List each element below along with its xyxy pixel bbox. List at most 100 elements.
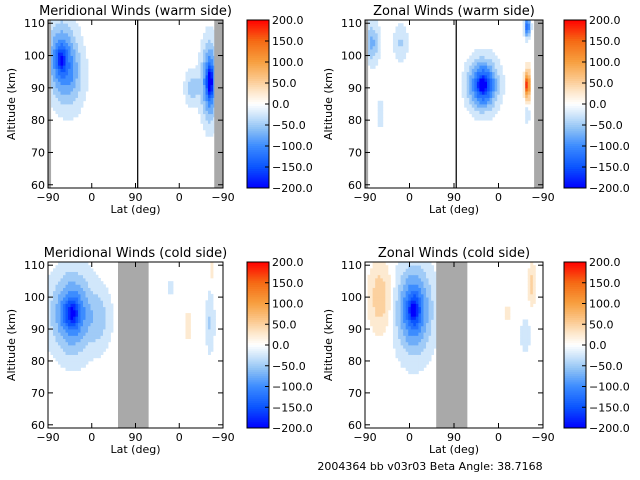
contour-cell — [80, 284, 84, 288]
contour-cell — [410, 287, 414, 292]
contour-cell — [70, 313, 74, 317]
contour-cell — [400, 58, 404, 63]
contour-cell — [400, 341, 404, 346]
contour-cell — [65, 91, 69, 95]
contour-cell — [370, 271, 374, 276]
contour-cell — [60, 335, 64, 340]
contour-cell — [85, 335, 89, 340]
contour-cell — [426, 297, 429, 301]
colorbar-swatch — [564, 322, 586, 325]
contour-cell — [75, 274, 79, 279]
colorbar: 200.0150.0100.050.00.0−50.0−100.0−150.0−… — [246, 14, 313, 195]
contour-cell — [210, 87, 214, 92]
y-tick-label: 70 — [348, 387, 362, 400]
contour-cell — [400, 287, 404, 292]
contour-cell — [93, 297, 96, 301]
contour-cell — [65, 29, 69, 34]
contour-cell — [53, 268, 56, 272]
contour-cell — [398, 23, 401, 27]
contour-cell — [392, 322, 396, 327]
colorbar-swatch — [564, 177, 586, 180]
contour-cell — [426, 319, 429, 324]
contour-cell — [83, 287, 86, 292]
contour-cell — [367, 62, 371, 66]
contour-cell — [382, 290, 386, 295]
contour-cell — [382, 287, 386, 292]
contour-cell — [90, 316, 94, 320]
contour-cell — [479, 49, 483, 53]
contour-cell — [70, 367, 74, 371]
contour-cell — [80, 364, 84, 368]
colorbar-swatch — [247, 345, 269, 348]
contour-cell — [367, 26, 371, 31]
contour-cell — [80, 335, 84, 340]
contour-cell — [426, 313, 429, 317]
contour-cell — [403, 332, 407, 336]
contour-cell — [428, 287, 432, 292]
contour-cell — [65, 87, 69, 92]
contour-cell — [479, 55, 483, 60]
contour-cell — [415, 338, 419, 343]
contour-cell — [53, 71, 56, 76]
contour-cell — [395, 329, 399, 333]
contour-cell — [205, 65, 209, 69]
contour-cell — [208, 126, 211, 131]
panel-1: Meridional Winds (warm side)607080901001… — [5, 4, 313, 216]
x-tick-label: −90 — [531, 431, 554, 444]
colorbar-tick-label: 50.0 — [272, 318, 297, 331]
contour-cell — [75, 281, 79, 285]
contour-cell — [60, 20, 64, 24]
contour-cell — [382, 262, 386, 266]
colorbar-swatch — [247, 95, 269, 99]
contour-cell — [413, 274, 417, 279]
contour-cell — [367, 45, 371, 50]
contour-cell — [53, 68, 56, 73]
contour-cell — [55, 277, 59, 282]
contour-cell — [492, 84, 496, 89]
contour-cell — [367, 293, 371, 298]
contour-cell — [200, 120, 204, 124]
contour-cell — [170, 287, 174, 292]
contour-cell — [78, 338, 81, 343]
contour-cell — [85, 348, 89, 352]
panel-title: Meridional Winds (cold side) — [44, 246, 227, 261]
colorbar-swatch — [247, 315, 269, 319]
contour-cell — [367, 313, 371, 317]
contour-cell — [367, 36, 371, 40]
contour-cell — [80, 97, 84, 102]
contour-cell — [185, 100, 189, 105]
contour-cell — [80, 81, 84, 86]
contour-cell — [100, 332, 104, 336]
contour-cell — [78, 357, 81, 362]
contour-cell — [479, 104, 483, 108]
contour-cell — [68, 367, 71, 371]
contour-cell — [522, 74, 526, 79]
contour-cell — [471, 74, 475, 79]
contour-cell — [410, 290, 414, 295]
contour-cell — [60, 316, 64, 320]
contour-cell — [98, 319, 101, 324]
contour-cell — [479, 113, 483, 118]
contour-cell — [75, 322, 79, 327]
contour-cell — [400, 354, 404, 359]
contour-cell — [380, 313, 384, 317]
colorbar-swatch — [247, 116, 269, 120]
colorbar-swatch — [247, 167, 269, 170]
contour-cell — [65, 262, 69, 266]
contour-cell — [420, 367, 424, 371]
contour-cell — [105, 290, 109, 295]
contour-cell — [50, 23, 54, 27]
contour-cell — [78, 329, 81, 333]
contour-cell — [375, 325, 379, 330]
contour-cell — [63, 49, 66, 53]
contour-cell — [410, 367, 414, 371]
y-tick-label: 90 — [348, 82, 362, 95]
contour-cell — [487, 113, 490, 118]
contour-cell — [492, 58, 496, 63]
contour-cell — [492, 104, 496, 108]
contour-cell — [75, 300, 79, 304]
contour-cell — [431, 313, 435, 317]
contour-cell — [380, 277, 384, 282]
contour-cell — [398, 26, 401, 31]
contour-cell — [413, 277, 417, 282]
